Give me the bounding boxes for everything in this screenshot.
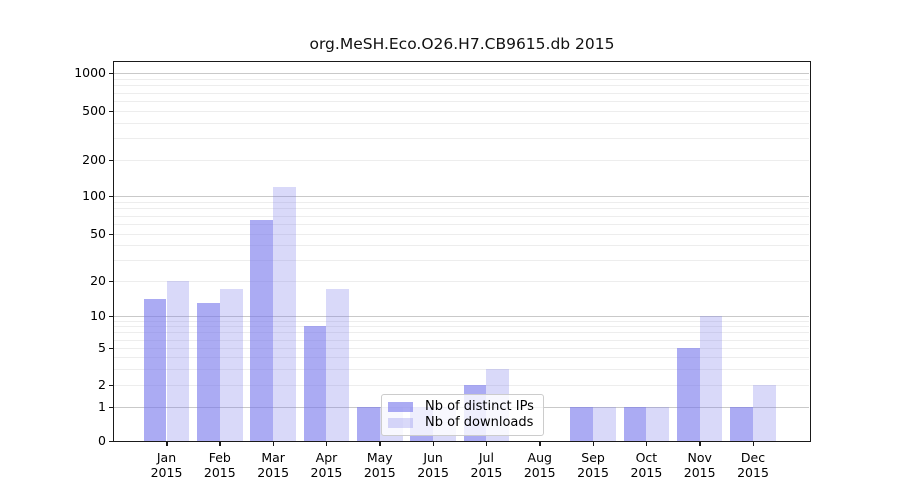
x-axis-tick: [539, 442, 541, 446]
x-tick-label: Mar 2015: [257, 450, 290, 480]
legend-item: Nb of downloads: [388, 416, 537, 430]
major-gridline: [114, 316, 809, 317]
y-tick-label: 10: [90, 308, 106, 323]
bar-distinct-ips-mar: [250, 219, 274, 441]
bar-downloads-nov: [699, 316, 723, 441]
bar-distinct-ips-sep: [570, 407, 594, 441]
x-axis-tick: [325, 442, 328, 446]
minor-gridline: [114, 320, 809, 322]
minor-gridline: [114, 357, 809, 358]
minor-gridline: [114, 215, 809, 217]
x-tick-label: Nov 2015: [683, 450, 716, 480]
y-tick-label: 200: [82, 152, 106, 167]
x-axis-tick: [752, 442, 755, 446]
legend-label: Nb of distinct IPs: [425, 399, 534, 414]
minor-gridline: [114, 339, 809, 341]
bar-distinct-ips-jan: [143, 299, 167, 441]
y-axis-tick: [109, 280, 113, 282]
x-tick-label: Apr 2015: [310, 450, 343, 480]
y-axis-tick: [109, 384, 113, 386]
bar-downloads-jan: [166, 281, 190, 441]
x-tick-label: Jun 2015: [417, 450, 449, 480]
x-tick-label: Oct 2015: [630, 450, 663, 480]
y-axis-tick: [109, 233, 113, 235]
bar-downloads-feb: [219, 289, 243, 441]
minor-gridline: [114, 260, 809, 262]
x-tick-label: Aug 2015: [523, 450, 556, 480]
x-tick-label: Sep 2015: [577, 450, 609, 480]
bar-downloads-apr: [326, 289, 350, 441]
x-axis-tick: [219, 442, 221, 446]
x-tick-label: Dec 2015: [737, 450, 769, 480]
minor-gridline: [114, 111, 809, 112]
bar-distinct-ips-nov: [676, 348, 700, 441]
y-tick-label: 50: [90, 226, 106, 241]
minor-gridline: [114, 122, 809, 124]
x-axis-tick: [379, 442, 381, 446]
y-axis-tick: [109, 195, 113, 197]
legend-label: Nb of downloads: [425, 415, 534, 430]
minor-gridline: [114, 348, 809, 349]
y-tick-label: 1: [98, 399, 106, 414]
y-axis-tick: [109, 347, 113, 349]
legend-swatch-distinct-ips: [388, 402, 413, 412]
x-tick-label: Feb 2015: [203, 450, 236, 480]
minor-gridline: [114, 208, 809, 210]
y-tick-label: 20: [90, 273, 106, 288]
bar-downloads-sep: [593, 407, 616, 441]
x-axis-tick: [699, 442, 701, 446]
y-tick-label: 2: [98, 377, 106, 392]
x-axis-tick: [592, 442, 595, 446]
minor-gridline: [114, 234, 809, 235]
y-axis-tick: [109, 440, 113, 442]
x-tick-label: May 2015: [363, 450, 396, 480]
minor-gridline: [114, 101, 809, 102]
bar-downloads-oct: [646, 407, 670, 441]
y-tick-label: 100: [82, 188, 106, 203]
bar-distinct-ips-dec: [730, 407, 754, 441]
minor-gridline: [114, 160, 809, 161]
y-axis-tick: [109, 159, 113, 161]
chart-title: org.MeSH.Eco.O26.H7.CB9615.db 2015: [309, 35, 615, 53]
bar-distinct-ips-may: [356, 407, 380, 441]
minor-gridline: [114, 85, 809, 87]
minor-gridline: [114, 224, 809, 225]
minor-gridline: [114, 78, 809, 80]
x-axis-tick: [645, 442, 648, 446]
minor-gridline: [114, 332, 809, 334]
y-axis-tick: [109, 315, 113, 317]
minor-gridline: [114, 201, 809, 203]
legend-item: Nb of distinct IPs: [388, 400, 537, 414]
x-axis-tick: [432, 442, 435, 446]
y-axis-tick: [109, 110, 113, 112]
y-axis-tick: [109, 72, 113, 74]
x-tick-label: Jul 2015: [470, 450, 503, 480]
bar-downloads-dec: [753, 385, 776, 441]
bar-distinct-ips-apr: [303, 326, 327, 441]
major-gridline: [114, 196, 809, 197]
y-axis-tick: [109, 406, 113, 408]
y-tick-label: 1000: [74, 65, 106, 80]
y-tick-label: 5: [98, 340, 106, 355]
legend: Nb of distinct IPs Nb of downloads: [381, 394, 544, 436]
x-tick-label: Jan 2015: [150, 450, 183, 480]
x-axis-tick: [272, 442, 275, 446]
y-tick-label: 0: [98, 433, 106, 448]
x-axis-tick: [166, 442, 168, 446]
minor-gridline: [114, 92, 809, 94]
minor-gridline: [114, 326, 809, 328]
bar-distinct-ips-oct: [623, 407, 647, 441]
minor-gridline: [114, 281, 809, 282]
major-gridline: [114, 73, 809, 74]
y-tick-label: 500: [82, 103, 106, 118]
legend-swatch-downloads: [388, 418, 413, 428]
minor-gridline: [114, 368, 809, 370]
bar-downloads-mar: [273, 186, 296, 441]
minor-gridline: [114, 385, 809, 386]
x-axis-tick: [485, 442, 488, 446]
minor-gridline: [114, 138, 809, 140]
minor-gridline: [114, 245, 809, 247]
bar-distinct-ips-feb: [197, 302, 220, 441]
